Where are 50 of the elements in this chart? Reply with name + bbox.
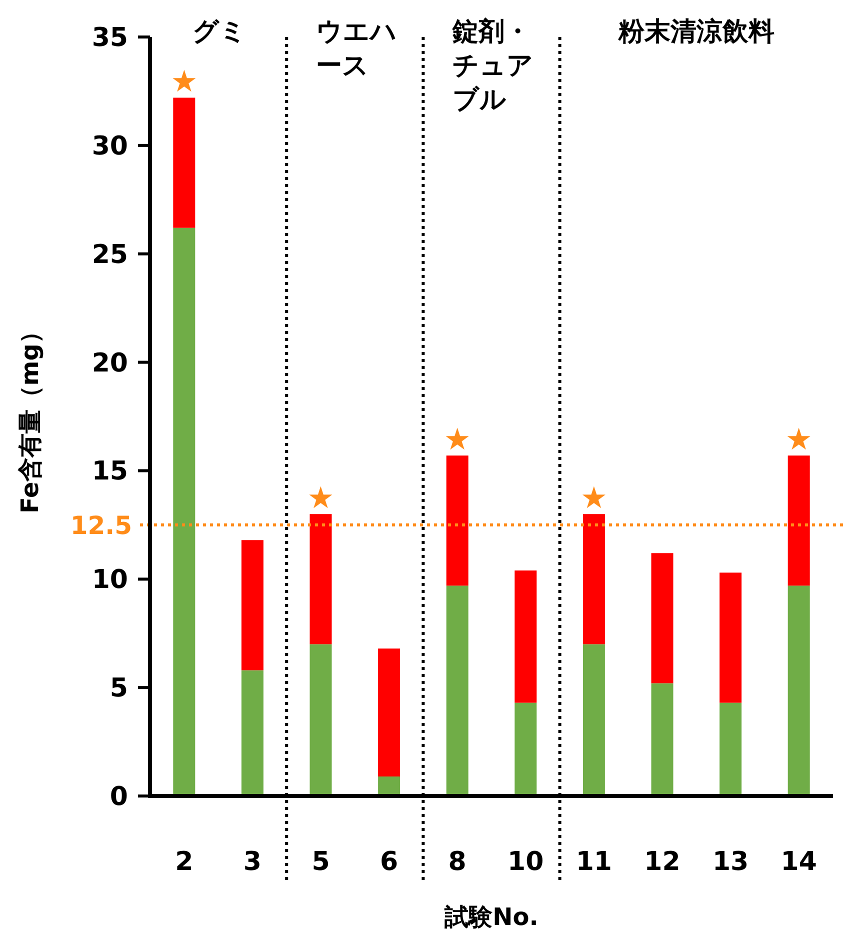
bar [241,670,264,796]
bar [582,644,605,796]
bar [720,572,742,703]
x-tick-label: 12 [644,847,680,877]
x-tick-label: 11 [576,847,612,877]
bar [378,648,400,776]
bar [514,570,537,703]
bar [173,98,196,228]
annotation: ウエハース [316,17,397,81]
bar [582,514,605,644]
y-tick-label: 5 [110,674,128,704]
bar [241,540,264,670]
annotation: ★ [307,481,334,516]
ref-line-label: 12.5 [70,510,132,540]
bar [173,228,196,796]
y-tick-label: 25 [92,240,128,270]
x-tick-label: 6 [380,847,398,877]
x-tick-label: 13 [712,847,749,877]
y-tick-label: 15 [92,456,128,487]
x-tick-label: 10 [508,847,544,877]
annotation: 錠剤・チュアブル [452,17,534,115]
annotation: ★ [170,64,198,100]
bar [514,702,537,796]
annotation: ★ [580,481,608,516]
bar [788,586,810,796]
y-tick-label: 0 [110,782,128,812]
x-tick-label: 5 [312,847,330,877]
y-axis-title: Fe含有量（mg） [16,320,44,514]
annotation: グミ [192,17,246,47]
x-tick-label: 2 [175,847,194,877]
bar [651,553,674,684]
bar [651,683,674,796]
x-tick-label: 14 [780,847,817,877]
x-tick-label: 3 [243,847,262,877]
y-tick-label: 20 [92,348,128,378]
y-tick-label: 10 [92,565,128,596]
bar [446,456,468,586]
bar [310,644,332,796]
bar [788,456,810,586]
x-axis-title: 試験No. [444,903,538,930]
bar [378,776,400,796]
bar [720,702,742,796]
x-tick-label: 8 [448,847,466,877]
bar [446,586,468,796]
annotation: 粉末清涼飲料 [617,17,774,47]
y-tick-label: 35 [92,23,128,53]
annotation: ★ [785,422,812,458]
annotation: ★ [444,422,471,458]
bar [310,514,332,644]
y-tick-label: 30 [92,131,128,162]
